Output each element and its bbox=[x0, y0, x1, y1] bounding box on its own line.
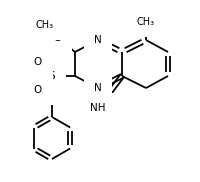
Text: NH: NH bbox=[90, 103, 105, 113]
Text: N: N bbox=[94, 35, 101, 45]
Text: N: N bbox=[94, 83, 101, 93]
Text: O: O bbox=[34, 85, 42, 95]
Text: CH₃: CH₃ bbox=[136, 17, 154, 27]
Text: S: S bbox=[48, 71, 55, 81]
Text: S: S bbox=[54, 33, 61, 43]
Text: O: O bbox=[34, 57, 42, 67]
Text: CH₃: CH₃ bbox=[36, 20, 54, 30]
